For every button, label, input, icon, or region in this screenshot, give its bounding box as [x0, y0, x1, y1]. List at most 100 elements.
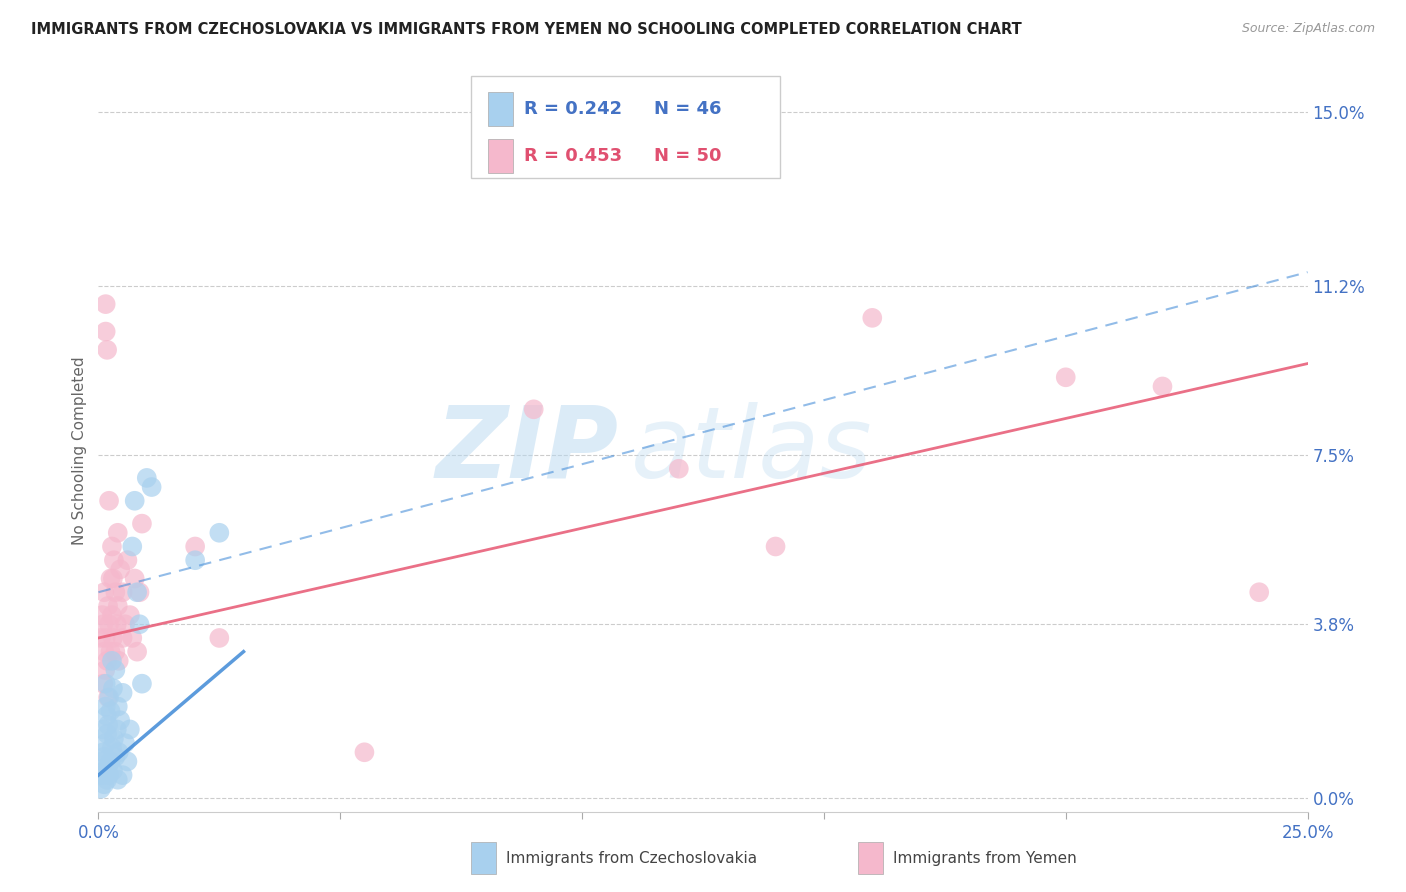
Point [104, 585, 127, 599]
Point [97, 718, 120, 732]
Point [117, 755, 139, 769]
Point [107, 745, 129, 759]
Point [94, 631, 117, 645]
Point [141, 480, 163, 494]
Point [93, 585, 115, 599]
Point [114, 617, 136, 632]
Text: ZIP: ZIP [436, 402, 619, 499]
Text: Source: ZipAtlas.com: Source: ZipAtlas.com [1241, 22, 1375, 36]
Point [91, 676, 114, 690]
Point [105, 617, 128, 632]
Point [111, 585, 134, 599]
Point [97, 599, 120, 613]
Point [118, 608, 141, 623]
Point [128, 617, 150, 632]
Point [108, 713, 131, 727]
Point [93, 645, 115, 659]
Text: R = 0.453: R = 0.453 [524, 147, 623, 165]
Point [131, 516, 153, 531]
Text: N = 46: N = 46 [654, 100, 721, 118]
Point [127, 585, 149, 599]
Text: atlas: atlas [630, 402, 872, 499]
Point [117, 553, 139, 567]
Point [98, 493, 121, 508]
Point [101, 608, 124, 623]
Point [114, 736, 136, 750]
Point [131, 676, 153, 690]
Point [111, 686, 134, 700]
Point [101, 572, 124, 586]
Point [96, 343, 118, 357]
Point [124, 572, 146, 586]
Text: Immigrants from Yemen: Immigrants from Yemen [893, 851, 1077, 865]
Point [111, 768, 134, 782]
Point [668, 462, 690, 476]
Point [208, 525, 231, 540]
Point [107, 772, 129, 787]
Point [98, 768, 121, 782]
Point [184, 553, 207, 567]
Point [96, 654, 118, 668]
Point [128, 585, 150, 599]
Point [107, 654, 129, 668]
Point [135, 471, 157, 485]
Point [96, 708, 118, 723]
Point [124, 493, 146, 508]
Point [91, 608, 114, 623]
Point [105, 723, 128, 737]
Point [93, 749, 115, 764]
Point [121, 631, 143, 645]
Point [90, 631, 112, 645]
Point [94, 736, 117, 750]
Point [184, 540, 207, 554]
Point [1152, 379, 1174, 393]
Point [121, 540, 143, 554]
Point [1249, 585, 1271, 599]
Point [97, 690, 120, 705]
Point [94, 297, 117, 311]
Point [100, 755, 122, 769]
Point [127, 645, 149, 659]
Point [765, 540, 787, 554]
Point [104, 645, 127, 659]
Point [1054, 370, 1077, 384]
Point [96, 727, 118, 741]
Point [90, 781, 112, 796]
Point [118, 723, 141, 737]
Point [523, 402, 546, 417]
Point [107, 699, 129, 714]
Point [353, 745, 375, 759]
Point [91, 755, 114, 769]
Point [104, 749, 127, 764]
Point [94, 699, 117, 714]
Point [100, 645, 122, 659]
Point [101, 540, 124, 554]
Point [94, 663, 117, 677]
Point [107, 599, 129, 613]
Point [107, 525, 129, 540]
Point [98, 690, 121, 705]
Text: R = 0.242: R = 0.242 [524, 100, 623, 118]
Point [104, 663, 127, 677]
Point [91, 723, 114, 737]
Point [91, 745, 114, 759]
Point [101, 740, 124, 755]
Point [101, 631, 124, 645]
Point [94, 676, 117, 690]
Point [90, 768, 112, 782]
Point [101, 764, 124, 778]
Point [93, 777, 115, 791]
Point [111, 631, 134, 645]
Point [96, 772, 118, 787]
Point [100, 704, 122, 718]
Text: N = 50: N = 50 [654, 147, 721, 165]
Point [103, 553, 125, 567]
Point [98, 617, 121, 632]
Text: IMMIGRANTS FROM CZECHOSLOVAKIA VS IMMIGRANTS FROM YEMEN NO SCHOOLING COMPLETED C: IMMIGRANTS FROM CZECHOSLOVAKIA VS IMMIGR… [31, 22, 1022, 37]
Point [94, 764, 117, 778]
Point [103, 731, 125, 746]
Point [108, 562, 131, 576]
Point [91, 617, 114, 632]
Point [100, 572, 122, 586]
Text: Immigrants from Czechoslovakia: Immigrants from Czechoslovakia [506, 851, 758, 865]
